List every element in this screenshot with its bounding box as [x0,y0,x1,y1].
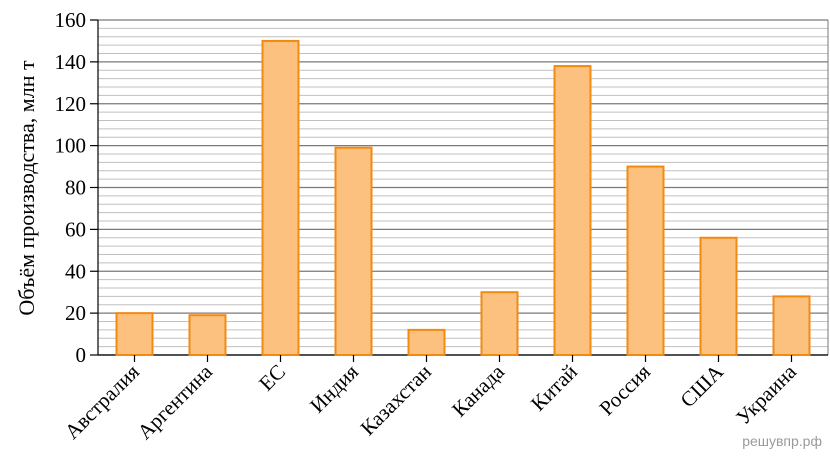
x-category-label: Аргентина [133,359,218,444]
x-category-label: ЕС [254,360,290,396]
y-axis-label: Объём производства, млн т [14,60,39,316]
x-category-label: Индия [305,359,363,417]
y-tick-label: 100 [55,134,87,158]
y-tick-label: 120 [55,92,87,116]
bar [115,312,154,356]
bar [772,295,811,356]
bar [553,65,592,356]
y-tick-label: 20 [65,301,86,325]
y-tick-label: 0 [76,343,87,367]
y-tick-labels: 0 20 40 60 80 100 120 140 160 [55,8,98,367]
bar [261,39,300,356]
x-category-label: Канада [447,359,509,421]
bars [115,39,811,356]
y-tick-label: 140 [55,50,87,74]
bar [480,291,519,356]
x-category-label: Китай [526,360,582,416]
bar [407,328,446,356]
bar [699,236,738,356]
y-tick-label: 60 [65,217,86,241]
x-category-label: Австралия [60,359,144,443]
y-tick-label: 160 [55,8,87,32]
watermark: решувпр.рф [742,433,822,449]
bar [334,146,373,356]
bar [626,165,665,356]
y-tick-label: 40 [65,259,86,283]
y-tick-label: 80 [65,176,86,200]
x-category-label: Казахстан [356,360,437,441]
x-category-label: Украина [731,359,801,429]
x-category-label: США [675,359,728,412]
x-category-label: Россия [594,359,655,420]
bar [188,314,227,356]
